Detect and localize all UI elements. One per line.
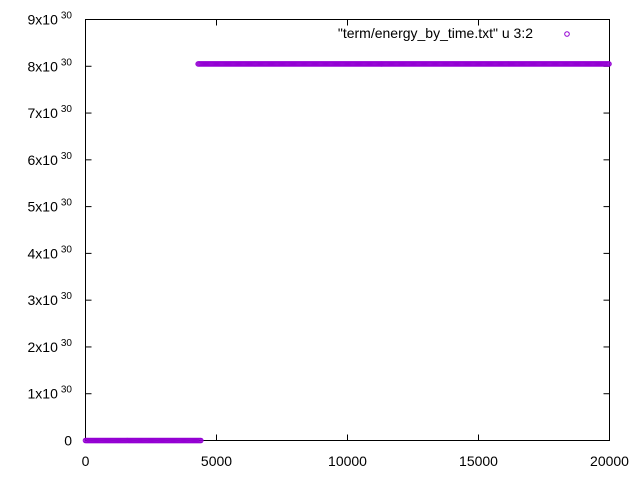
plot-frame [85,19,610,441]
x-tick-label: 20000 [590,453,629,469]
y-tick-mantissa: 6x10 [28,152,59,168]
y-tick-label: 3x10 30 [28,291,73,308]
y-tick-label: 1x10 30 [28,385,73,402]
y-tick-exponent: 30 [61,198,73,209]
y-tick-mantissa: 5x10 [28,199,59,215]
y-tick-mantissa: 2x10 [28,339,59,355]
y-tick-exponent: 30 [61,291,73,302]
y-tick-mantissa: 3x10 [28,292,59,308]
y-tick-mantissa: 0 [64,433,72,449]
y-tick-mantissa: 7x10 [28,105,59,121]
y-tick-exponent: 30 [61,338,73,349]
y-tick-label: 7x10 30 [28,104,73,121]
y-tick-exponent: 30 [61,151,73,162]
y-tick-exponent: 30 [61,385,73,396]
legend: "term/energy_by_time.txt" u 3:2 [338,25,570,41]
y-tick-label: 9x10 30 [28,11,73,28]
x-tick-labels: 0 5000 10000 15000 20000 [82,453,630,469]
y-tick-mantissa: 8x10 [28,58,59,74]
y-tick-label: 0 [64,433,72,449]
data-point [606,61,612,67]
y-tick-mantissa: 4x10 [28,245,59,261]
x-tick-label: 5000 [201,453,232,469]
y-tick-exponent: 30 [61,57,73,68]
data-point [197,437,204,444]
y-tick-label: 8x10 30 [28,57,73,74]
y-tick-mantissa: 1x10 [28,386,59,402]
y-tick-exponent: 30 [61,104,73,115]
x-tick-label: 10000 [328,453,367,469]
legend-marker [564,31,570,37]
y-tick-label: 2x10 30 [28,338,73,355]
x-tick-label: 15000 [459,453,498,469]
series-points [82,61,612,444]
axis-ticks [85,19,610,441]
x-tick-label: 0 [82,453,90,469]
y-tick-exponent: 30 [61,11,73,22]
y-tick-label: 5x10 30 [28,198,73,215]
y-tick-label: 4x10 30 [28,244,73,261]
y-tick-label: 6x10 30 [28,151,73,168]
y-tick-mantissa: 9x10 [28,12,59,28]
legend-label: "term/energy_by_time.txt" u 3:2 [338,25,533,41]
y-tick-exponent: 30 [61,244,73,255]
